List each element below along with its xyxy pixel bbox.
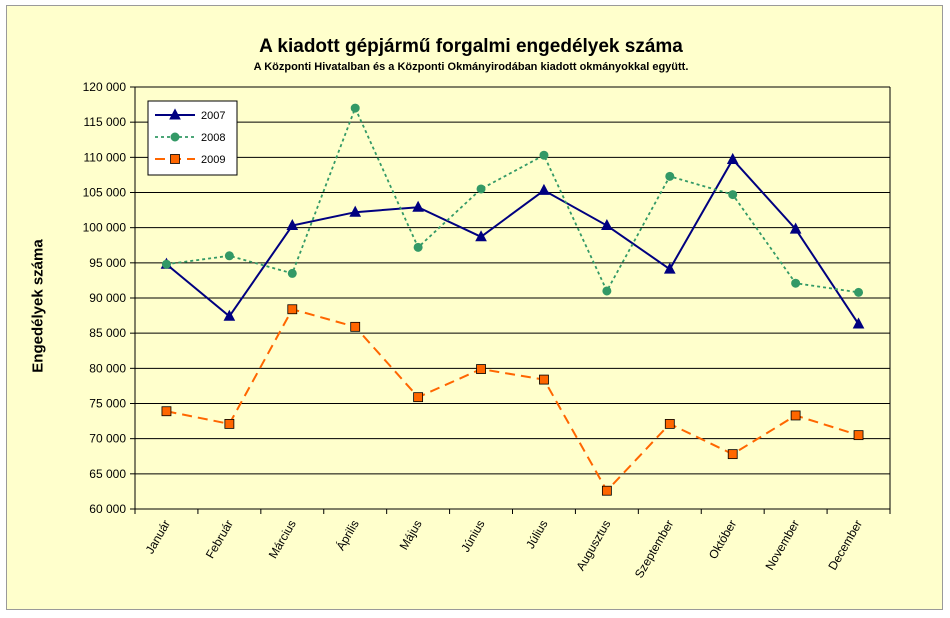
series-line-2009 bbox=[166, 308, 859, 493]
gridlines bbox=[135, 86, 890, 475]
x-tick-label: Május bbox=[397, 518, 425, 553]
y-tick-labels: 60 000 65 000 70 000 75 000 80 000 85 000 90 0… bbox=[83, 80, 127, 516]
x-tick-label: Augusztus bbox=[573, 518, 613, 574]
series-2007 bbox=[160, 152, 865, 329]
data-point-triangle bbox=[726, 152, 739, 164]
data-point-circle bbox=[413, 242, 423, 252]
x-tick-label: Február bbox=[203, 518, 236, 561]
chart-subtitle: A Központi Hivatalban és a Központi Okmá… bbox=[253, 61, 689, 73]
data-point-circle bbox=[161, 259, 171, 269]
data-point-triangle bbox=[852, 317, 865, 329]
data-point-triangle bbox=[663, 262, 676, 274]
y-tick-label: 110 000 bbox=[84, 150, 127, 164]
data-point-triangle bbox=[475, 230, 487, 242]
data-point-circle bbox=[539, 150, 549, 160]
y-tick-label: 100 000 bbox=[83, 221, 127, 235]
data-point-circle bbox=[854, 287, 864, 297]
legend-label-2008: 2008 bbox=[201, 132, 225, 144]
data-point-triangle bbox=[169, 108, 181, 120]
data-point-circle bbox=[350, 103, 360, 113]
x-tick-label: Július bbox=[523, 518, 550, 552]
y-tick-label: 90 000 bbox=[89, 291, 126, 305]
x-tick-label: November bbox=[762, 518, 802, 573]
data-point-triangle bbox=[538, 183, 550, 195]
x-tick-label: Szeptember bbox=[632, 518, 676, 581]
x-tick-label: Június bbox=[458, 518, 487, 555]
data-point-square bbox=[161, 406, 172, 417]
legend-label-2009: 2009 bbox=[201, 154, 225, 166]
y-tick-label: 115 000 bbox=[84, 115, 127, 129]
data-point-square bbox=[224, 418, 235, 429]
data-point-triangle bbox=[789, 222, 802, 234]
x-tick-label: Október bbox=[706, 517, 739, 561]
y-tick-label: 70 000 bbox=[89, 432, 126, 446]
data-point-circle bbox=[476, 184, 486, 194]
series-line-2008 bbox=[166, 105, 859, 294]
data-point-square bbox=[350, 321, 361, 332]
data-point-square bbox=[790, 410, 801, 421]
y-tick-label: 85 000 bbox=[89, 326, 126, 340]
y-tick-label: 60 000 bbox=[89, 502, 126, 516]
data-point-circle bbox=[287, 268, 297, 278]
data-point-circle bbox=[170, 132, 180, 142]
y-tick-label: 95 000 bbox=[89, 256, 126, 270]
data-point-square bbox=[170, 154, 180, 164]
data-point-square bbox=[413, 392, 424, 403]
x-tick-label: December bbox=[825, 518, 865, 573]
series-2009 bbox=[161, 304, 864, 496]
x-tick-label: Április bbox=[332, 517, 361, 553]
y-tick-label: 80 000 bbox=[89, 361, 126, 375]
series-line-2007 bbox=[165, 157, 860, 325]
data-point-square bbox=[287, 304, 298, 315]
y-tick-label: 75 000 bbox=[89, 397, 126, 411]
y-tick-label: 65 000 bbox=[89, 467, 126, 481]
series-group bbox=[160, 103, 865, 496]
legend-box bbox=[147, 100, 238, 176]
x-tick-labels: Január Február Március Április Május Június Jú… bbox=[143, 517, 866, 581]
axes bbox=[130, 86, 891, 514]
data-point-square bbox=[539, 374, 549, 385]
data-point-triangle bbox=[601, 218, 613, 231]
series-2008 bbox=[161, 103, 864, 297]
data-point-square bbox=[476, 364, 486, 374]
y-tick-label: 120 000 bbox=[83, 80, 127, 94]
legend: 2007 2008 2009 bbox=[147, 100, 238, 176]
data-point-square bbox=[664, 418, 675, 429]
data-point-circle bbox=[665, 171, 675, 181]
data-point-triangle bbox=[412, 200, 424, 212]
data-point-circle bbox=[602, 286, 612, 296]
y-tick-label: 105 000 bbox=[83, 186, 127, 200]
data-point-triangle bbox=[286, 218, 299, 231]
data-point-square bbox=[727, 449, 738, 460]
legend-label-2007: 2007 bbox=[201, 110, 225, 122]
data-point-circle bbox=[224, 251, 234, 261]
x-tick-label: Március bbox=[266, 518, 299, 561]
data-point-square bbox=[601, 485, 612, 496]
data-point-triangle bbox=[349, 205, 362, 217]
data-point-circle bbox=[791, 278, 801, 288]
data-point-square bbox=[853, 430, 864, 441]
x-tick-label: Január bbox=[143, 518, 173, 557]
data-point-triangle bbox=[223, 309, 236, 321]
chart-title: A kiadott gépjármű forgalmi engedélyek s… bbox=[259, 36, 683, 57]
data-point-circle bbox=[728, 190, 738, 200]
